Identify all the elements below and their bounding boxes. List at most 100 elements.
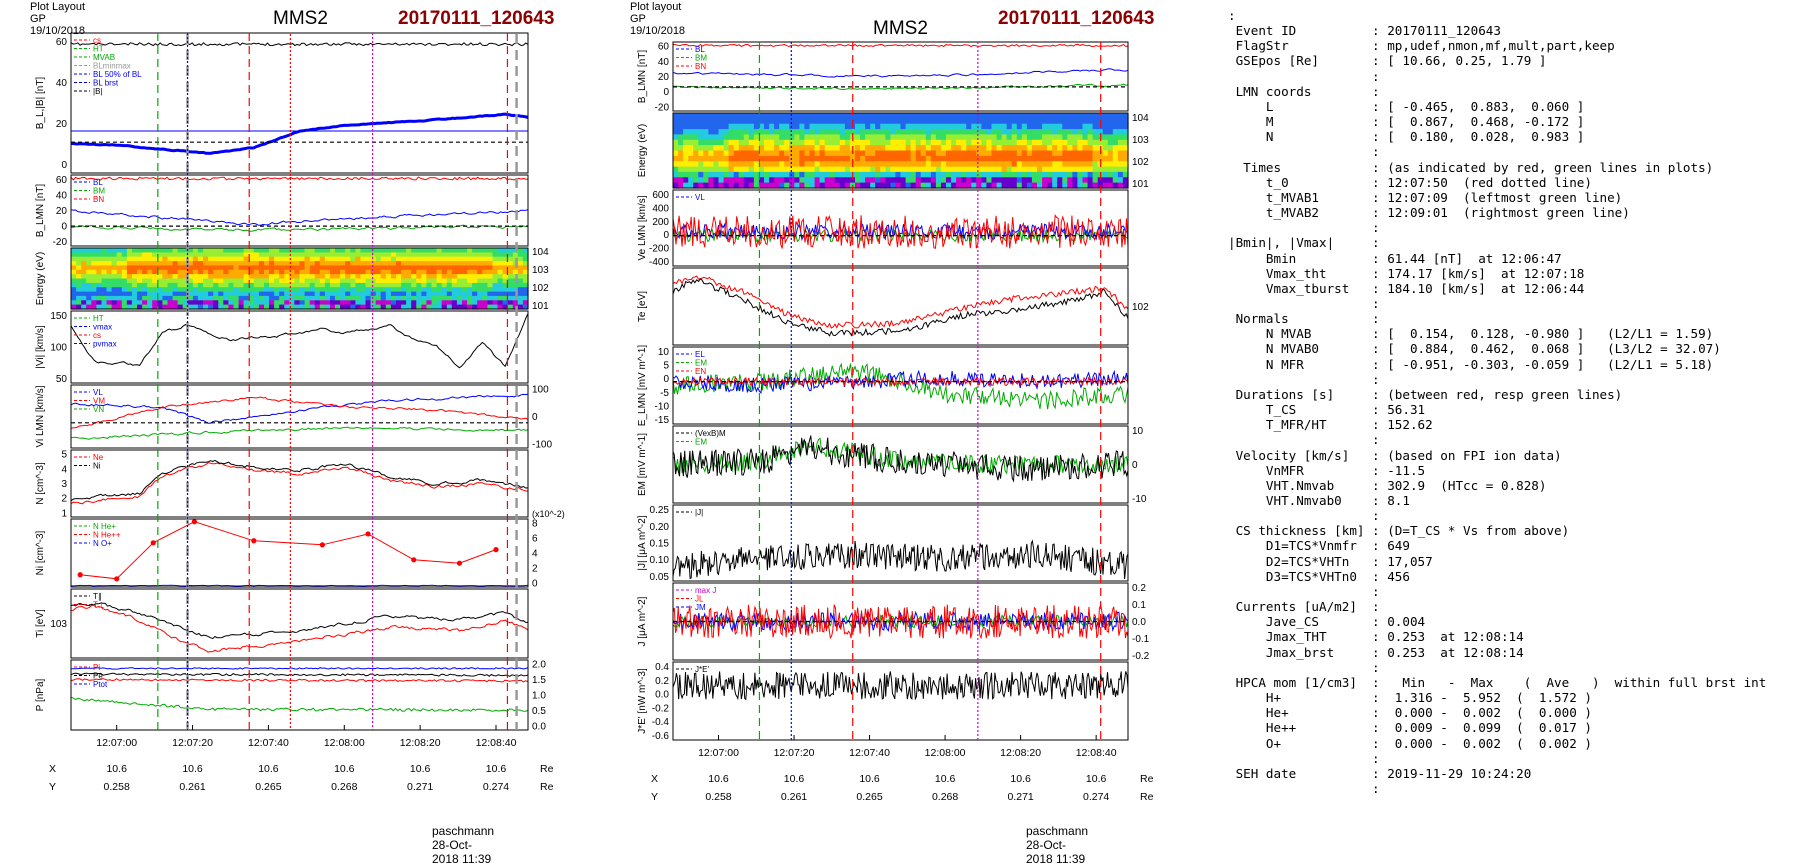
spectrogram-cell — [789, 123, 795, 130]
spectrogram-cell — [1011, 139, 1018, 146]
spectrogram-cell — [844, 123, 851, 130]
spectrogram-cell — [895, 123, 902, 130]
spectrogram-cell — [844, 150, 851, 157]
spectrogram-cell — [1011, 123, 1018, 130]
spectrogram-cell — [258, 295, 265, 301]
spectrogram-cell — [940, 123, 947, 130]
spectrogram-cell — [279, 278, 285, 284]
info-line: N MVAB : [ 0.154, 0.128, -0.980 ] (L2/L1… — [1228, 326, 1714, 342]
spectrogram-cell — [1122, 139, 1129, 146]
spectrogram-cell — [890, 129, 897, 136]
spectrogram-cell — [335, 248, 341, 253]
panel-frame — [70, 588, 529, 659]
y-tick-label: 40 — [56, 190, 68, 201]
spectrogram-cell — [961, 166, 967, 173]
spectrogram-cell — [208, 304, 214, 310]
spectrogram-cell — [1077, 177, 1084, 184]
spectrogram-cell — [137, 265, 143, 271]
spectrogram-cell — [304, 265, 311, 271]
spectrogram-cell — [522, 252, 529, 258]
spectrogram-cell — [875, 118, 881, 125]
spectrogram-cell — [177, 287, 184, 293]
spectrogram-cell — [1016, 134, 1023, 141]
y-tick-label: 20 — [658, 72, 670, 83]
spectrogram-cell — [197, 287, 204, 293]
spectrogram-cell — [162, 282, 169, 288]
spectrogram-cell — [758, 134, 765, 141]
spectrogram-cell — [688, 145, 694, 152]
spectrogram-cell — [1047, 182, 1053, 189]
spectrogram-cell — [467, 261, 473, 267]
spectrogram-cell — [764, 171, 770, 178]
spectrogram-cell — [284, 265, 290, 271]
spectrogram-cell — [106, 300, 113, 306]
spectrogram-cell — [279, 269, 285, 275]
spectrogram-cell — [860, 129, 866, 136]
spectrogram-cell — [733, 134, 740, 141]
y-tick-label: 100 — [50, 343, 67, 354]
spectrogram-cell — [920, 139, 927, 146]
legend-entry: EN — [695, 367, 706, 376]
spectrogram-cell — [870, 123, 876, 130]
spectrogram-cell — [688, 177, 694, 184]
spectrogram-cell — [106, 248, 113, 253]
spectrogram-cell — [258, 256, 265, 262]
spectrogram-cell — [253, 304, 260, 310]
spectrogram-cell — [1021, 123, 1028, 130]
spectrogram-cell — [865, 150, 871, 157]
spectrogram-cell — [986, 166, 993, 173]
spectrogram-cell — [996, 139, 1003, 146]
spectrogram-cell — [703, 177, 709, 184]
spectrogram-cell — [733, 150, 740, 157]
spectrogram-cell — [462, 304, 468, 310]
spectrogram-cell — [472, 300, 478, 306]
spectrogram-cell — [895, 118, 902, 125]
spectrogram-cell — [1117, 134, 1124, 141]
spectrogram-cell — [905, 113, 912, 119]
spectrogram-cell — [213, 261, 219, 267]
spectrogram-cell — [930, 145, 937, 152]
spectrogram-cell — [774, 150, 780, 157]
legend-entry: J*E' — [695, 665, 709, 674]
spectrogram-cell — [844, 171, 851, 178]
spectrogram-cell — [304, 269, 311, 275]
spectrogram-cell — [890, 134, 897, 141]
spectrogram-cell — [678, 134, 684, 141]
spectrogram-cell — [678, 145, 684, 152]
spectrogram-cell — [340, 256, 346, 262]
spectrogram-cell — [238, 265, 245, 271]
legend-entry: BL 50% of BL — [93, 70, 142, 79]
spectrogram-cell — [784, 161, 790, 168]
spectrogram-cell — [182, 300, 189, 306]
spectrogram-cell — [228, 291, 235, 297]
y-tick-label: 10 — [1132, 426, 1144, 437]
spectrogram-cell — [385, 261, 392, 267]
y-axis-label: J [μA m^-2] — [637, 596, 648, 646]
spectrogram-cell — [935, 118, 942, 125]
spectrogram-cell — [920, 123, 927, 130]
spectrogram-cell — [1016, 171, 1023, 178]
spectrogram-cell — [1001, 113, 1008, 119]
spectrogram-cell — [753, 113, 760, 119]
spectrogram-cell — [223, 295, 229, 301]
spectrogram-cell — [248, 269, 255, 275]
spectrogram-cell — [86, 291, 92, 297]
spectrogram-cell — [748, 134, 755, 141]
spectrogram-cell — [411, 248, 417, 253]
spectrogram-cell — [441, 295, 448, 301]
spectrogram-cell — [223, 269, 229, 275]
info-line: N MFR : [ -0.951, -0.303, -0.059 ] (L2/L… — [1228, 356, 1714, 372]
spectrogram-cell — [728, 182, 735, 189]
spectrogram-cell — [804, 118, 811, 125]
spectrogram-cell — [380, 261, 387, 267]
spectrogram-cell — [208, 287, 214, 293]
spectrogram-cell — [335, 291, 341, 297]
spectrogram-cell — [401, 291, 407, 297]
spectrogram-cell — [472, 252, 478, 258]
y-axis-label: N [cm^-3] — [35, 462, 46, 505]
spectrogram-cell — [324, 287, 331, 293]
spectrogram-cell — [1047, 118, 1053, 125]
spectrogram-cell — [1072, 171, 1079, 178]
spectrogram-cell — [738, 166, 745, 173]
spectrogram-cell — [1077, 118, 1084, 125]
